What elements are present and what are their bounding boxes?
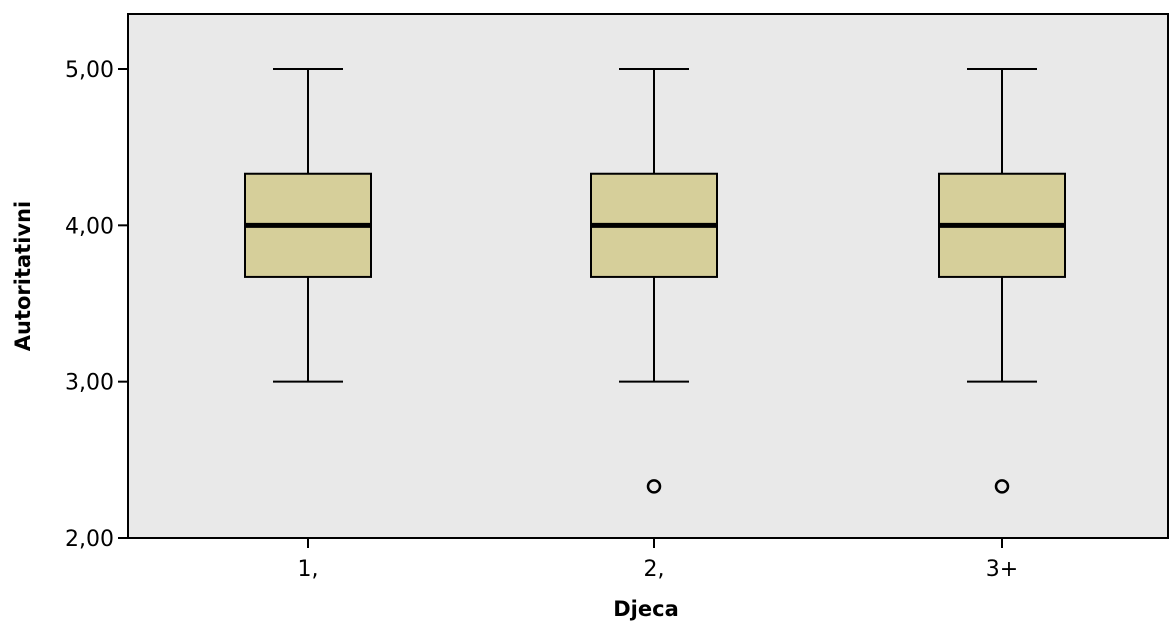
y-axis: 2,00 3,00 4,00 5,00: [65, 58, 128, 552]
box-group-1: [244, 68, 372, 383]
y-tick-label: 4,00: [65, 214, 114, 239]
x-tick-label: 1,: [298, 557, 319, 582]
outlier-point: [646, 479, 662, 494]
box-group-3: [938, 68, 1066, 494]
x-axis-title: Djeca: [613, 597, 679, 621]
y-axis-title: Autoritativni: [11, 201, 35, 352]
box-group-2: [590, 68, 718, 494]
y-tick-label: 3,00: [65, 371, 114, 396]
outlier-point: [994, 479, 1010, 494]
x-tick-label: 2,: [644, 557, 665, 582]
y-tick-label: 2,00: [65, 527, 114, 552]
y-tick-label: 5,00: [65, 58, 114, 83]
boxes-layer: [244, 68, 1066, 494]
x-tick-label: 3+: [986, 557, 1018, 582]
x-axis: 1, 2, 3+: [298, 538, 1018, 582]
